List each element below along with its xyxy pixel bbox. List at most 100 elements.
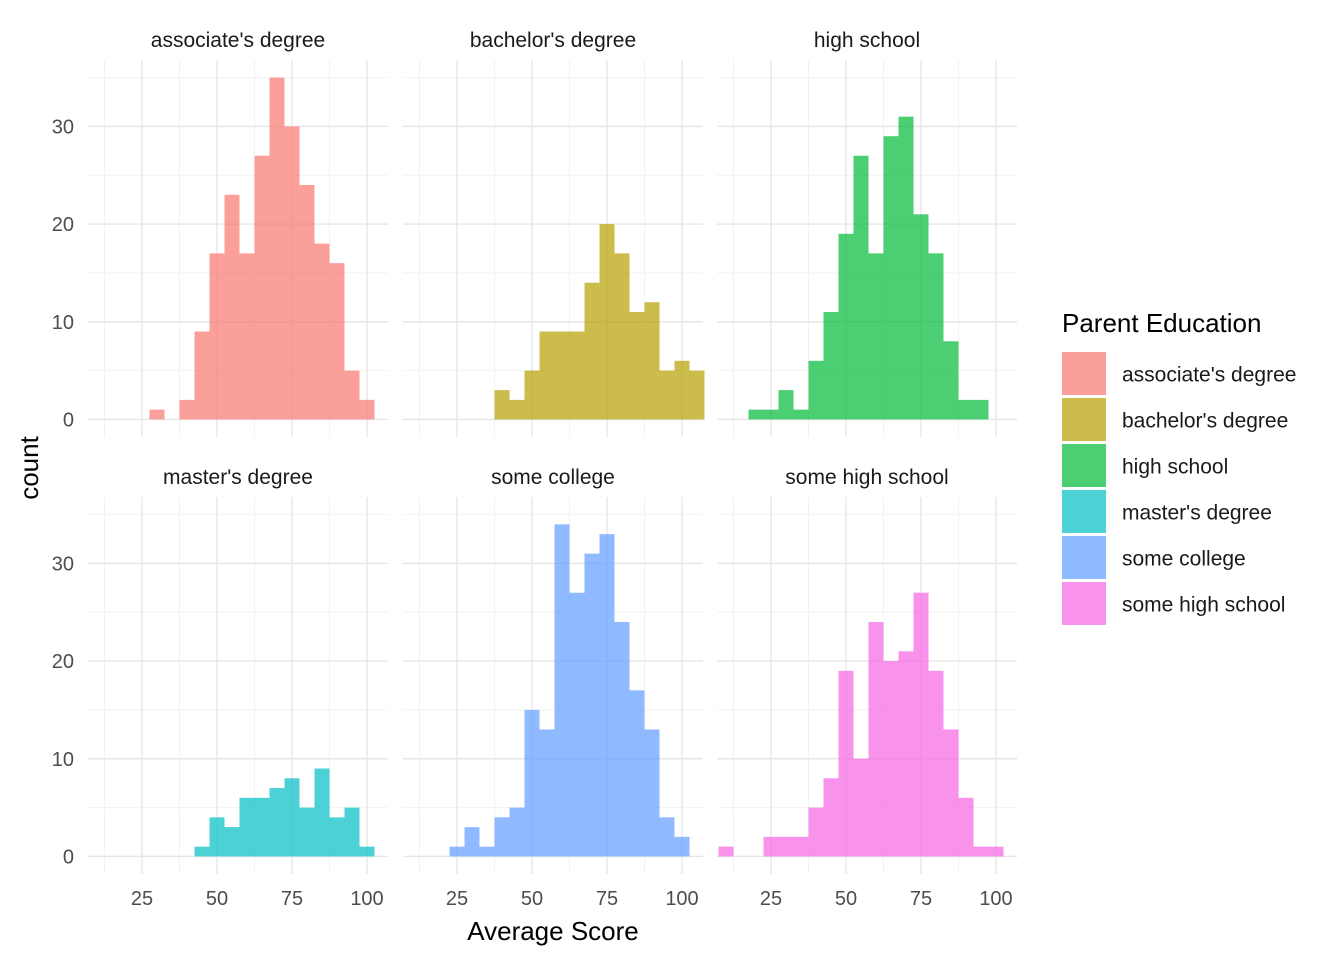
- legend: Parent Education associate's degree bache…: [1062, 308, 1296, 625]
- histogram-bar: [149, 409, 165, 420]
- histogram-bar: [823, 778, 839, 857]
- x-tick-label: 75: [596, 888, 618, 910]
- facet-panel: some high school: [717, 466, 1017, 874]
- y-tick-label: 0: [63, 846, 74, 868]
- axes: 0 10 20 30 0 10 20 30 25 50 75 100 25 50 75 100 25 50 75 10…: [52, 116, 1013, 910]
- histogram-bar: [464, 827, 480, 857]
- legend-key: [1062, 398, 1106, 441]
- histogram-bar: [988, 846, 1004, 857]
- histogram-bar: [823, 311, 839, 420]
- histogram-bar: [194, 331, 210, 420]
- y-tick-label: 0: [63, 409, 74, 431]
- histogram-bar: [584, 553, 600, 857]
- facet-strip-label: master's degree: [163, 466, 313, 489]
- histogram-bar: [359, 846, 375, 857]
- legend-key: [1062, 444, 1106, 487]
- facet-strip-label: bachelor's degree: [470, 29, 636, 52]
- histogram-bar: [479, 846, 495, 857]
- histogram-bar: [209, 253, 225, 420]
- histogram-bar: [239, 797, 255, 857]
- histogram-bar: [808, 360, 824, 420]
- histogram-bar: [913, 592, 929, 857]
- histogram-bar: [524, 370, 540, 420]
- legend-label: some college: [1122, 548, 1246, 571]
- histogram-bar: [284, 126, 300, 420]
- x-tick-label: 50: [835, 888, 857, 910]
- histogram-bar: [958, 399, 974, 420]
- histogram-bar: [853, 155, 869, 420]
- histogram-bar: [763, 409, 779, 420]
- histogram-bar: [449, 846, 465, 857]
- histogram-bar: [973, 846, 989, 857]
- histogram-bar: [973, 399, 989, 420]
- histogram-bar: [524, 709, 540, 857]
- legend-label: master's degree: [1122, 502, 1272, 525]
- histogram-bar: [644, 302, 660, 420]
- histogram-bar: [883, 136, 899, 420]
- y-tick-label: 10: [52, 312, 74, 334]
- legend-key: [1062, 490, 1106, 533]
- histogram-bar: [569, 592, 585, 857]
- legend-key: [1062, 536, 1106, 579]
- histogram-bar: [614, 622, 630, 857]
- histogram-bar: [659, 370, 675, 420]
- x-tick-label: 25: [131, 888, 153, 910]
- histogram-bar: [569, 331, 585, 420]
- histogram-bar: [209, 817, 225, 857]
- x-tick-label: 100: [979, 888, 1012, 910]
- histogram-bar: [674, 836, 690, 857]
- histogram-bar: [808, 807, 824, 857]
- facet-panels: associate's degree bachelor's degree high …: [88, 29, 1017, 874]
- facet-strip-label: associate's degree: [151, 29, 325, 52]
- x-tick-label: 100: [350, 888, 383, 910]
- x-axis-title: Average Score: [467, 916, 639, 946]
- histogram-bar: [554, 524, 570, 857]
- legend-label: associate's degree: [1122, 364, 1296, 387]
- histogram-bar: [883, 661, 899, 857]
- histogram-bar: [868, 622, 884, 857]
- histogram-bar: [269, 788, 285, 857]
- histogram-bar: [269, 77, 285, 420]
- histogram-bar: [509, 399, 525, 420]
- histogram-bar: [539, 331, 555, 420]
- x-tick-label: 75: [910, 888, 932, 910]
- facet-panel: high school: [717, 29, 1017, 437]
- x-tick-label: 25: [446, 888, 468, 910]
- histogram-bar: [344, 807, 360, 857]
- histogram-bar: [629, 690, 645, 857]
- histogram-bar: [194, 846, 210, 857]
- facet-panel: associate's degree: [88, 29, 388, 437]
- y-tick-label: 30: [52, 116, 74, 138]
- x-tick-label: 100: [665, 888, 698, 910]
- histogram-bar: [689, 370, 705, 420]
- histogram-bar: [599, 224, 615, 420]
- histogram-bar: [179, 399, 195, 420]
- facet-strip-label: some high school: [785, 466, 948, 489]
- histogram-bar: [928, 253, 944, 420]
- histogram-bar: [494, 817, 510, 857]
- x-tick-label: 75: [281, 888, 303, 910]
- histogram-bar: [718, 846, 734, 857]
- y-tick-label: 20: [52, 651, 74, 673]
- histogram-bar: [793, 409, 809, 420]
- histogram-bar: [898, 651, 914, 857]
- histogram-bar: [928, 670, 944, 857]
- histogram-bar: [509, 807, 525, 857]
- x-tick-label: 50: [521, 888, 543, 910]
- x-tick-label: 50: [206, 888, 228, 910]
- histogram-bar: [329, 817, 345, 857]
- histogram-bar: [778, 390, 794, 420]
- legend-label: bachelor's degree: [1122, 410, 1288, 433]
- legend-title: Parent Education: [1062, 308, 1261, 338]
- y-tick-label: 20: [52, 214, 74, 236]
- facet-strip-label: high school: [814, 29, 920, 52]
- histogram-bar: [224, 194, 240, 420]
- histogram-bar: [898, 116, 914, 420]
- histogram-bar: [778, 836, 794, 857]
- histogram-bar: [329, 263, 345, 420]
- histogram-bar: [299, 807, 315, 857]
- facet-panel: master's degree: [88, 466, 388, 874]
- histogram-bar: [943, 729, 959, 857]
- histogram-bar: [494, 390, 510, 420]
- histogram-bar: [793, 836, 809, 857]
